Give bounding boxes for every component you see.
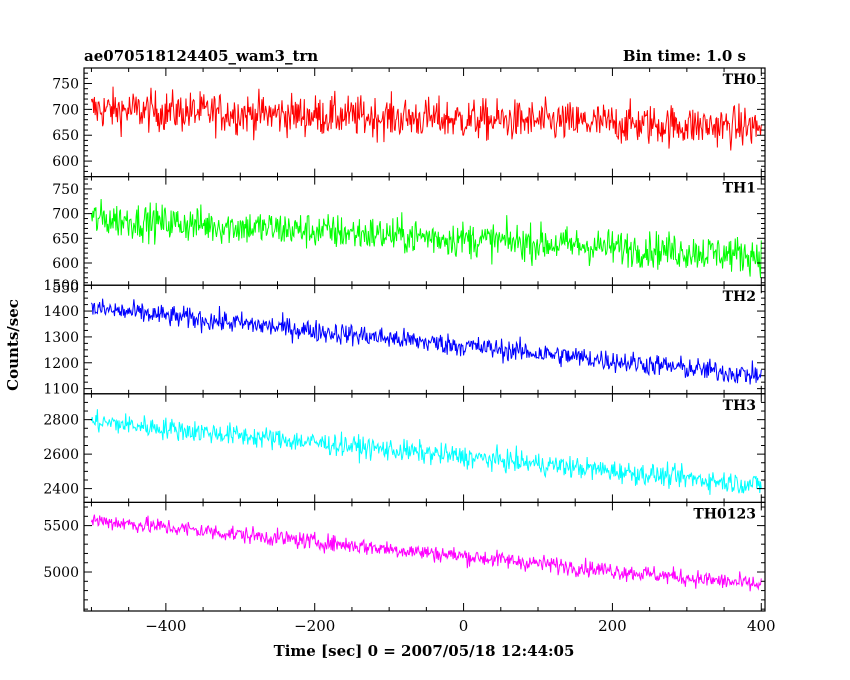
y-tick-label: 550	[52, 281, 79, 297]
y-tick-label: 600	[52, 256, 79, 272]
y-tick-label: 650	[52, 231, 79, 247]
x-tick-label: −200	[294, 617, 335, 635]
panel-label-th2: TH2	[723, 289, 756, 305]
y-tick-label: 1200	[43, 356, 79, 372]
y-tick-label: 2400	[43, 482, 79, 498]
y-tick-label: 1500	[43, 278, 79, 294]
y-tick-label: 5000	[43, 565, 79, 581]
panel-label-th0123: TH0123	[693, 506, 756, 522]
panel-label-th0: TH0	[723, 72, 757, 88]
y-axis-label: Counts/sec	[4, 299, 22, 391]
x-axis-label: Time [sec] 0 = 2007/05/18 12:44:05	[274, 642, 575, 660]
panel-frame-th0	[83, 67, 766, 178]
chart-title: ae070518124405_wam3_trn	[84, 47, 318, 65]
series-line-th3	[90, 409, 762, 495]
series-line-th2	[90, 298, 762, 385]
x-tick-label: 0	[459, 617, 469, 635]
series-line-th0123	[90, 514, 762, 592]
bin-time-label: Bin time: 1.0 s	[623, 47, 746, 65]
y-tick-label: 2800	[43, 413, 79, 429]
y-tick-label: 700	[52, 102, 79, 118]
x-tick-label: −400	[145, 617, 186, 635]
y-tick-label: 750	[52, 77, 79, 93]
y-tick-label: 650	[52, 128, 79, 144]
y-tick-label: 5500	[43, 519, 79, 535]
y-tick-label: 1400	[43, 304, 79, 320]
x-tick-label: 400	[747, 617, 776, 635]
panel-label-th3: TH3	[723, 398, 756, 414]
y-tick-label: 750	[52, 182, 79, 198]
panel-frame-th3	[83, 393, 766, 503]
y-tick-label: 700	[52, 207, 79, 223]
y-tick-label: 600	[52, 154, 79, 170]
panels-group: TH0 600 650 700 750 TH1 550 600 650 700 750 TH2 1100…	[43, 67, 776, 635]
series-line-th0	[90, 86, 762, 151]
y-tick-label: 2600	[43, 447, 79, 463]
x-tick-label: 200	[598, 617, 627, 635]
y-tick-label: 1300	[43, 330, 79, 346]
panel-frame-th0123	[83, 501, 766, 612]
series-line-th1	[90, 199, 762, 278]
panel-label-th1: TH1	[723, 181, 756, 197]
y-tick-label: 1100	[43, 382, 79, 398]
